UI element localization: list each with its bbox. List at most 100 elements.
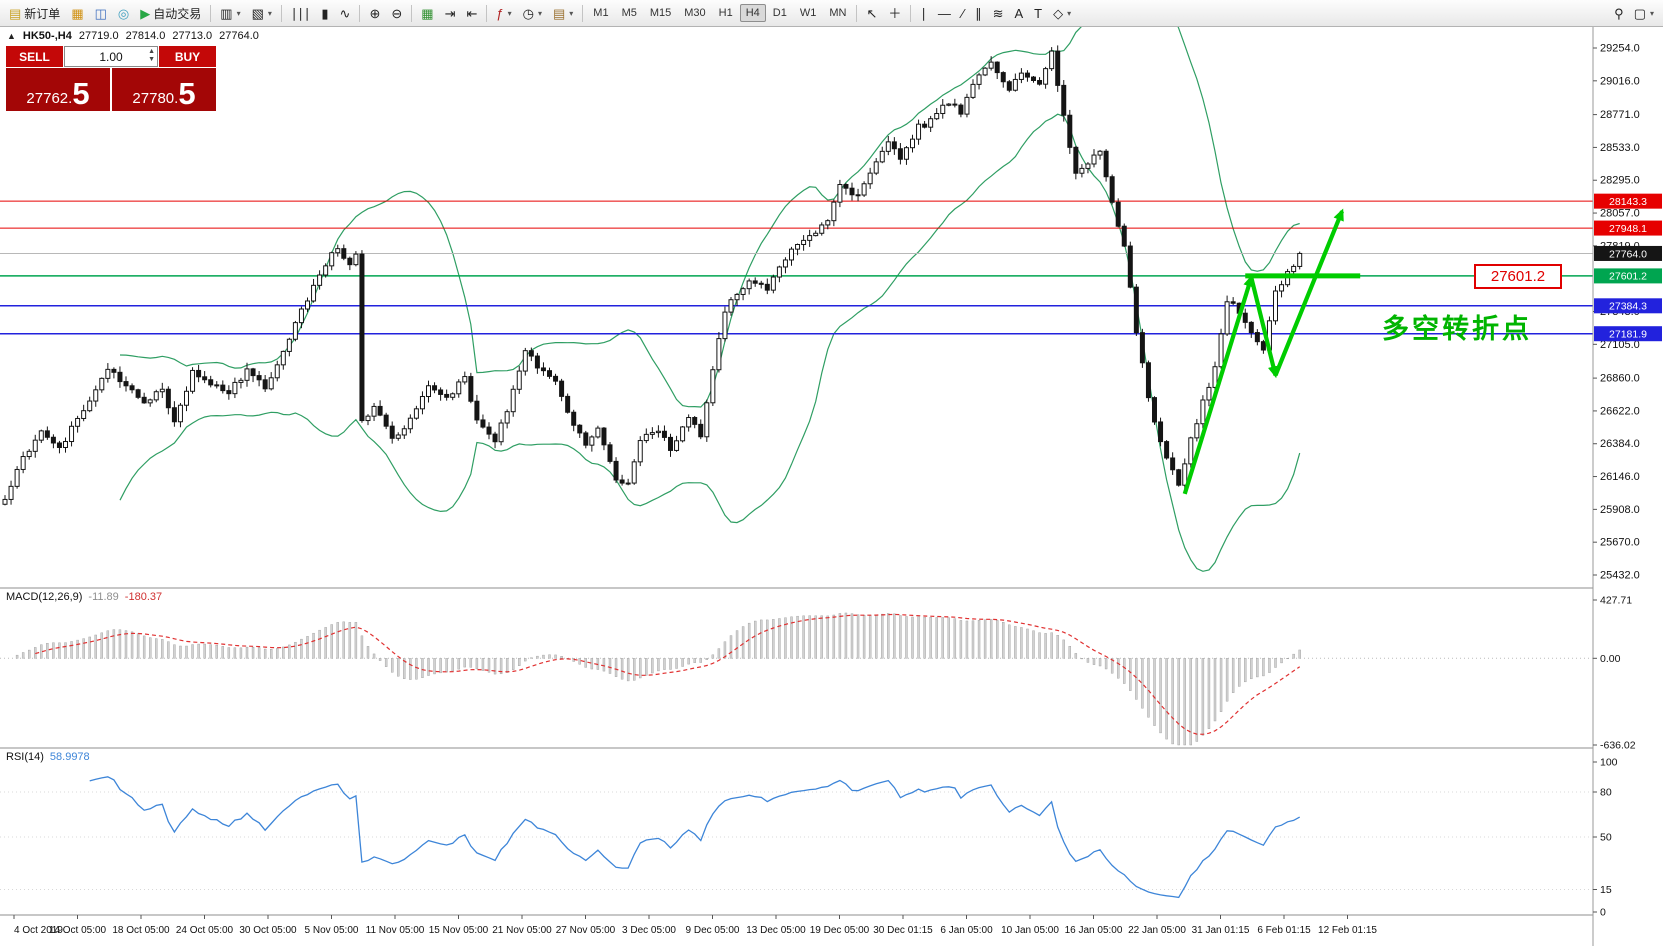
trend-arrow[interactable] — [1182, 274, 1254, 495]
periods-button: ◷ — [522, 5, 534, 21]
trendline-icon[interactable]: ∕ — [957, 4, 969, 23]
indicators-button[interactable]: ƒ ▾ — [491, 4, 516, 23]
search-icon: ⚲ — [1614, 5, 1624, 21]
navigator-icon[interactable]: ◎ — [113, 4, 134, 23]
profiles-icon: ▧ — [251, 5, 264, 21]
data-window-icon: ◫ — [94, 5, 107, 21]
svg-text:15 Nov 05:00: 15 Nov 05:00 — [429, 925, 489, 936]
sell-price-button[interactable]: 27762. 5 — [6, 68, 110, 111]
shapes-button[interactable]: ◇ ▾ — [1048, 4, 1076, 23]
timeframe-m1[interactable]: M1 — [593, 7, 609, 19]
svg-text:10 Jan 05:00: 10 Jan 05:00 — [1001, 925, 1059, 936]
profiles-icon[interactable]: ▧ ▾ — [247, 4, 277, 23]
buy-button[interactable]: BUY — [159, 46, 216, 67]
macd-pane[interactable] — [0, 612, 1593, 746]
buy-price-button[interactable]: 27780. 5 — [112, 68, 216, 111]
layout-icon[interactable]: ▢ ▾ — [1629, 4, 1659, 23]
timeframe-h1[interactable]: H1 — [718, 7, 733, 19]
svg-text:25432.0: 25432.0 — [1600, 570, 1640, 582]
text-icon[interactable]: A — [1009, 4, 1028, 23]
market-watch-icon: ▦ — [71, 5, 84, 21]
bollinger-lower-band — [119, 113, 1301, 572]
search-icon[interactable]: ⚲ — [1609, 4, 1629, 23]
auto-scroll-icon: ⇥ — [444, 5, 456, 21]
volume-down-button[interactable]: ▼ — [148, 56, 155, 63]
rsi-pane[interactable] — [0, 776, 1593, 899]
new-order-button[interactable]: ▤ 新订单 — [4, 2, 65, 25]
macd-signal-line — [35, 613, 1301, 735]
drawing-objects-layer[interactable] — [1182, 208, 1361, 495]
collapse-trade-panel-icon[interactable]: ▲ — [7, 31, 16, 41]
price-axis-badge — [1594, 245, 1662, 261]
svg-text:25908.0: 25908.0 — [1600, 504, 1640, 516]
timeframe-m30[interactable]: M30 — [684, 7, 706, 19]
toolbar-separator — [280, 4, 282, 22]
volume-up-button[interactable]: ▲ — [148, 48, 155, 55]
main-price-pane[interactable] — [0, 0, 1593, 572]
timeframe-m5[interactable]: M5 — [621, 7, 637, 19]
svg-text:18 Oct 05:00: 18 Oct 05:00 — [112, 925, 170, 936]
label-icon[interactable]: T — [1029, 4, 1047, 23]
cursor-icon[interactable]: ↖ — [861, 4, 882, 23]
channel-icon[interactable]: ∥ — [970, 4, 987, 23]
svg-text:26860.0: 26860.0 — [1600, 373, 1640, 385]
indicators-button: ƒ — [496, 5, 504, 21]
auto-scroll-icon[interactable]: ⇥ — [440, 4, 461, 23]
bar-chart-icon: ∣∣∣ — [290, 5, 311, 21]
price-level-label[interactable]: 27601.2 — [1474, 264, 1562, 289]
periods-button[interactable]: ◷ ▾ — [518, 4, 547, 23]
trend-arrow[interactable] — [1249, 276, 1279, 379]
svg-text:30 Oct 05:00: 30 Oct 05:00 — [239, 925, 297, 936]
timeframe-mn[interactable]: MN — [829, 7, 847, 19]
market-watch-icon[interactable]: ▦ — [66, 4, 88, 23]
price-axis-badge — [1594, 298, 1662, 314]
vertical-line-icon: ∣ — [920, 5, 927, 21]
svg-text:6 Feb 01:15: 6 Feb 01:15 — [1257, 925, 1311, 936]
candlestick-chart-icon[interactable]: ▮ — [316, 4, 333, 23]
sell-button[interactable]: SELL — [6, 46, 63, 67]
crosshair-icon[interactable]: ＋ — [883, 4, 906, 23]
zoom-out-icon: ⊖ — [391, 5, 403, 21]
zoom-out-icon[interactable]: ⊖ — [386, 4, 407, 23]
new-chart-icon[interactable]: ▥ ▾ — [215, 4, 245, 23]
svg-text:27764.0: 27764.0 — [1609, 248, 1647, 260]
templates-button[interactable]: ▤ ▾ — [548, 4, 578, 23]
tile-windows-icon[interactable]: ▦ — [416, 4, 438, 23]
svg-text:28057.0: 28057.0 — [1600, 208, 1640, 220]
macd-signal-value: -180.37 — [124, 591, 163, 603]
chevron-down-icon: ▾ — [537, 8, 542, 18]
zoom-in-icon[interactable]: ⊕ — [364, 4, 385, 23]
turning-point-note[interactable]: 多空转折点 — [1382, 314, 1532, 344]
svg-text:28295.0: 28295.0 — [1600, 175, 1640, 187]
volume-input[interactable]: 1.00 ▲ ▼ — [64, 46, 158, 67]
macd-main-value: -11.89 — [88, 591, 119, 603]
auto-trading-button[interactable]: ▶ 自动交易 — [135, 2, 206, 25]
timeframe-w1[interactable]: W1 — [799, 7, 817, 19]
bar-chart-icon[interactable]: ∣∣∣ — [286, 4, 316, 23]
vertical-line-icon[interactable]: ∣ — [915, 4, 932, 23]
svg-text:27181.9: 27181.9 — [1609, 329, 1647, 341]
one-click-trading-panel: SELL 1.00 ▲ ▼ BUY 27762. 5 27780. 5 — [6, 46, 216, 111]
fibonacci-icon[interactable]: ≋ — [988, 4, 1009, 23]
timeframe-h4[interactable]: H4 — [739, 4, 766, 22]
templates-button: ▤ — [552, 5, 566, 21]
auto-trading-button-label: 自动交易 — [153, 6, 202, 21]
horizontal-line-icon[interactable]: ― — [933, 4, 956, 23]
price-axis-badge — [1594, 268, 1662, 284]
svg-text:3 Dec 05:00: 3 Dec 05:00 — [622, 925, 676, 936]
close-value: 27764.0 — [219, 30, 259, 42]
svg-text:22 Jan 05:00: 22 Jan 05:00 — [1128, 925, 1186, 936]
svg-text:27384.3: 27384.3 — [1609, 301, 1647, 313]
svg-text:21 Nov 05:00: 21 Nov 05:00 — [492, 925, 552, 936]
chart-shift-icon[interactable]: ⇤ — [461, 4, 482, 23]
timeframe-m15[interactable]: M15 — [649, 7, 672, 19]
timeframe-d1[interactable]: D1 — [772, 7, 787, 19]
trend-arrow[interactable] — [1273, 208, 1344, 377]
line-chart-icon[interactable]: ∿ — [335, 4, 356, 23]
data-window-icon[interactable]: ◫ — [90, 4, 112, 23]
price-axis[interactable]: 29254.0 29016.0 28771.0 28533.0 28295.0 28057… — [1592, 26, 1663, 946]
chart-shift-icon: ⇤ — [466, 5, 478, 21]
toolbar-separator — [910, 4, 912, 22]
